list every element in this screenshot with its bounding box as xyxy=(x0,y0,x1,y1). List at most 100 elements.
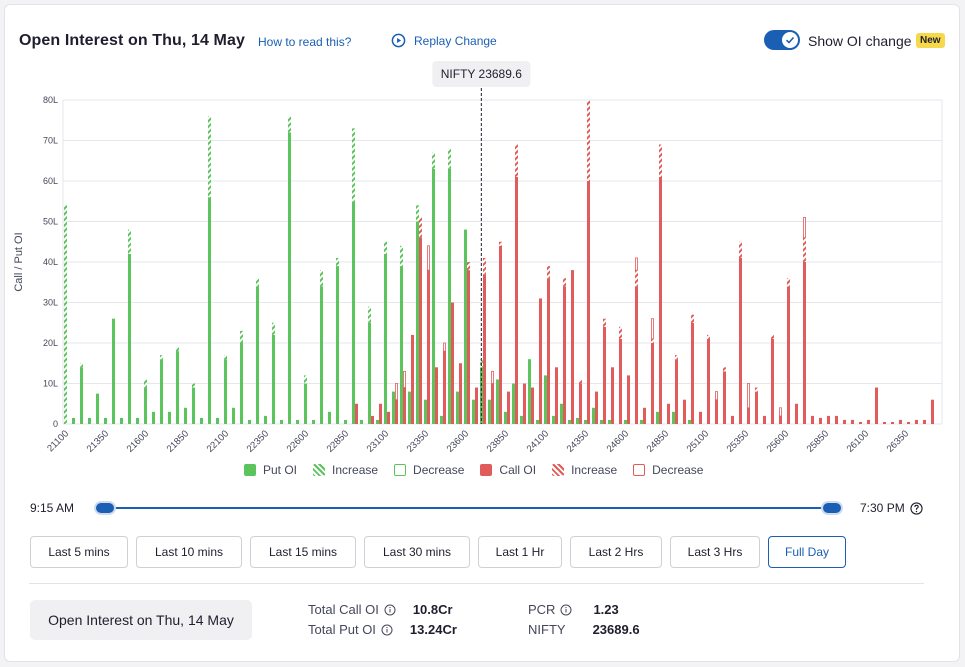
legend-label: Decrease xyxy=(652,463,704,477)
info-icon[interactable] xyxy=(560,604,572,616)
put-oi-increase-bar xyxy=(224,355,227,360)
call-oi-bar xyxy=(899,419,902,424)
call-oi-decrease-bar xyxy=(427,245,430,271)
range-button-last-2-hrs[interactable]: Last 2 Hrs xyxy=(570,536,662,568)
put-oi-bar xyxy=(424,399,427,424)
call-oi-increase-bar xyxy=(603,318,606,327)
call-oi-bar xyxy=(867,419,870,424)
call-oi-increase-bar xyxy=(755,387,758,392)
call-oi-bar xyxy=(795,403,798,424)
put-oi-increase-bar xyxy=(144,379,147,388)
x-tick-label: 21100 xyxy=(45,428,71,454)
x-tick-label: 25100 xyxy=(685,428,711,454)
legend-item[interactable]: Decrease xyxy=(394,463,464,477)
call-oi-bar xyxy=(739,257,742,424)
time-slider-end-handle[interactable] xyxy=(821,501,843,515)
legend-item[interactable]: Call OI xyxy=(480,463,536,477)
call-oi-increase-bar xyxy=(659,144,662,177)
replay-change-button[interactable]: Replay Change xyxy=(391,33,497,48)
put-oi-bar xyxy=(280,419,283,424)
call-oi-bar xyxy=(635,286,638,424)
total-put-oi-label: Total Put OI xyxy=(308,622,376,637)
put-oi-increase-bar xyxy=(320,270,323,287)
pcr-label: PCR xyxy=(528,602,556,617)
put-oi-bar xyxy=(600,419,603,424)
legend-label: Increase xyxy=(571,463,618,477)
put-oi-bar xyxy=(296,419,299,424)
put-oi-increase-bar xyxy=(432,152,435,169)
play-circle-icon xyxy=(391,33,406,48)
total-put-oi-value: 13.24Cr xyxy=(409,622,457,637)
call-oi-bar xyxy=(507,391,510,424)
footer-title: Open Interest on Thu, 14 May xyxy=(30,600,252,640)
x-tick-label: 22100 xyxy=(205,428,231,454)
show-oi-change-toggle[interactable] xyxy=(764,30,800,50)
put-oi-increase-bar xyxy=(304,375,307,384)
legend-item[interactable]: Decrease xyxy=(633,463,703,477)
range-button-last-15-mins[interactable]: Last 15 mins xyxy=(250,536,356,568)
call-oi-bar xyxy=(379,403,382,424)
put-oi-bar xyxy=(264,415,267,424)
call-oi-bar xyxy=(875,387,878,424)
legend-item[interactable]: Increase xyxy=(552,463,617,477)
put-oi-bar xyxy=(384,253,387,424)
call-oi-bar xyxy=(443,351,446,424)
range-button-full-day[interactable]: Full Day xyxy=(768,536,846,568)
x-tick-label: 21600 xyxy=(125,428,151,454)
range-button-last-1-hr[interactable]: Last 1 Hr xyxy=(478,536,562,568)
nifty: NIFTY 23689.6 xyxy=(528,622,640,637)
x-tick-label: 22350 xyxy=(245,428,271,454)
call-oi-bar xyxy=(755,391,758,424)
call-oi-bar xyxy=(779,415,782,424)
info-icon[interactable] xyxy=(384,604,396,616)
x-tick-label: 25600 xyxy=(765,428,791,454)
put-oi-bar xyxy=(560,403,563,424)
call-oi-bar xyxy=(843,419,846,424)
legend-item[interactable]: Put OI xyxy=(244,463,297,477)
put-oi-bar xyxy=(104,417,107,424)
total-call-oi: Total Call OI 10.8Cr xyxy=(308,602,453,617)
call-oi-bar xyxy=(355,403,358,424)
spot-marker: NIFTY 23689.6 xyxy=(432,61,531,424)
call-oi-bar xyxy=(835,415,838,424)
total-call-oi-label: Total Call OI xyxy=(308,602,379,617)
put-oi-bar xyxy=(168,411,171,424)
range-button-last-10-mins[interactable]: Last 10 mins xyxy=(136,536,242,568)
time-range-end: 7:30 PM xyxy=(860,501,923,515)
call-oi-increase-bar xyxy=(651,338,654,343)
range-button-last-5-mins[interactable]: Last 5 mins xyxy=(30,536,128,568)
y-tick-label: 50L xyxy=(43,217,58,227)
bars-layer xyxy=(64,100,934,424)
call-oi-increase-bar xyxy=(739,241,742,258)
put-oi-bar xyxy=(512,383,515,424)
put-oi-increase-bar xyxy=(384,241,387,254)
put-oi-bar xyxy=(584,419,587,424)
help-icon[interactable] xyxy=(910,501,923,515)
put-oi-bar xyxy=(416,221,419,424)
range-button-last-3-hrs[interactable]: Last 3 Hrs xyxy=(670,536,760,568)
put-oi-bar xyxy=(608,419,611,424)
info-icon[interactable] xyxy=(381,624,393,636)
legend-item[interactable]: Increase xyxy=(313,463,378,477)
call-oi-bar xyxy=(931,399,934,424)
call-oi-bar xyxy=(435,367,438,424)
call-oi-bar xyxy=(883,421,886,424)
call-oi-decrease-bar xyxy=(491,370,494,384)
put-oi-bar xyxy=(200,417,203,424)
how-to-read-link[interactable]: How to read this? xyxy=(258,35,352,49)
put-oi-bar xyxy=(568,419,571,424)
legend-swatch xyxy=(244,464,256,476)
call-oi-bar xyxy=(763,415,766,424)
put-oi-increase-bar xyxy=(352,128,355,202)
put-oi-increase-bar xyxy=(240,330,243,343)
time-slider-track[interactable] xyxy=(104,507,831,509)
check-icon xyxy=(785,36,795,44)
x-tick-label: 24850 xyxy=(645,428,671,454)
x-tick-label: 23100 xyxy=(365,428,391,454)
put-oi-bar xyxy=(120,417,123,424)
put-oi-bar xyxy=(408,391,411,424)
time-slider-start-handle[interactable] xyxy=(94,501,116,515)
put-oi-bar xyxy=(80,367,83,424)
legend-swatch xyxy=(313,464,326,476)
range-button-last-30-mins[interactable]: Last 30 mins xyxy=(364,536,470,568)
